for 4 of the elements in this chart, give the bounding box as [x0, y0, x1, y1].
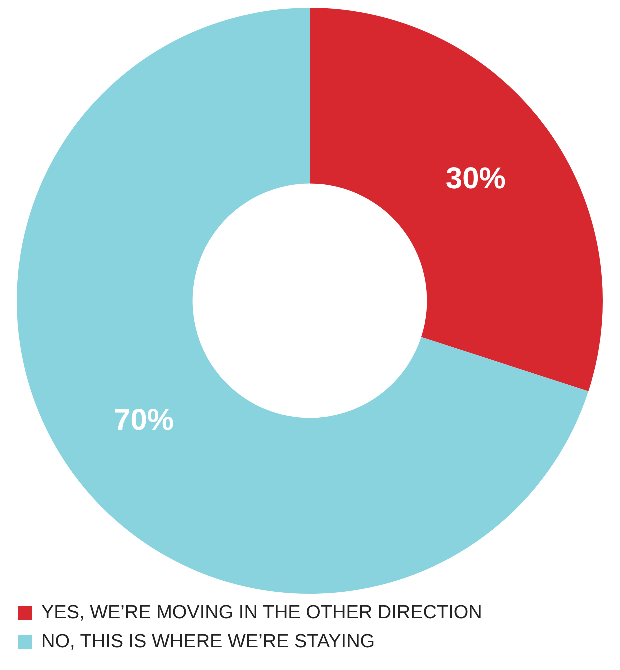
- legend-label: YES, WE’RE MOVING IN THE OTHER DIRECTION: [42, 602, 482, 624]
- legend-label: NO, THIS IS WHERE WE’RE STAYING: [42, 632, 376, 653]
- data-label: 70%: [114, 404, 174, 437]
- data-label: 30%: [446, 162, 506, 196]
